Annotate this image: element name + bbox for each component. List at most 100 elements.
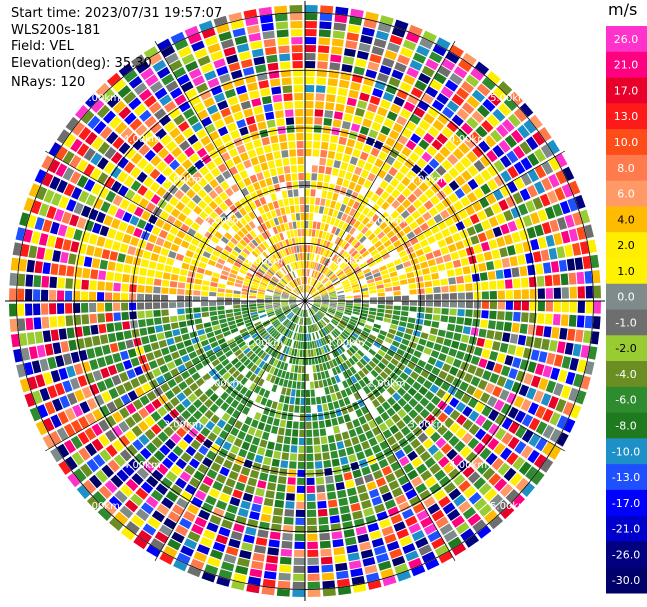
- velocity-cell: [180, 183, 191, 194]
- velocity-cell: [287, 189, 293, 198]
- velocity-cell: [282, 85, 293, 94]
- velocity-cell: [406, 231, 416, 240]
- velocity-cell: [485, 452, 498, 466]
- velocity-cell: [193, 451, 205, 462]
- velocity-cell: [241, 291, 249, 295]
- velocity-cell: [9, 303, 17, 317]
- velocity-cell: [301, 317, 304, 325]
- velocity-cells: [9, 5, 601, 597]
- velocity-cell: [189, 382, 199, 392]
- velocity-cell: [572, 212, 583, 226]
- velocity-cell: [281, 387, 287, 395]
- velocity-cell: [155, 237, 165, 247]
- velocity-cell: [279, 232, 285, 241]
- velocity-cell: [180, 195, 191, 205]
- velocity-cell: [322, 126, 331, 134]
- velocity-cell: [156, 418, 168, 430]
- velocity-cell: [205, 123, 216, 134]
- velocity-cell: [287, 255, 292, 263]
- velocity-cell: [375, 257, 383, 264]
- velocity-cell: [344, 327, 352, 334]
- velocity-cell: [266, 289, 274, 293]
- velocity-cell: [282, 277, 289, 284]
- velocity-cell: [270, 279, 278, 285]
- velocity-cell: [403, 333, 412, 341]
- velocity-cell: [170, 484, 183, 496]
- velocity-cell: [266, 271, 273, 277]
- velocity-cell: [362, 268, 371, 274]
- velocity-cell: [472, 145, 484, 158]
- velocity-cell: [489, 494, 503, 508]
- velocity-cell: [582, 255, 592, 269]
- velocity-cell: [533, 454, 547, 469]
- velocity-cell: [452, 259, 462, 268]
- velocity-cell: [279, 53, 291, 62]
- velocity-cell: [169, 226, 179, 236]
- velocity-cell: [237, 254, 246, 262]
- velocity-cell: [250, 284, 259, 289]
- velocity-cell: [311, 165, 318, 173]
- velocity-cell: [452, 232, 462, 242]
- velocity-cell: [424, 363, 434, 372]
- velocity-cell: [350, 238, 358, 247]
- velocity-cell: [60, 251, 69, 264]
- velocity-cell: [308, 261, 311, 269]
- velocity-cell: [335, 202, 342, 211]
- velocity-cell: [345, 387, 353, 396]
- velocity-cell: [119, 243, 129, 254]
- velocity-cell: [241, 301, 249, 305]
- velocity-cell: [140, 230, 150, 241]
- velocity-cell: [396, 419, 406, 430]
- velocity-cell: [384, 337, 393, 344]
- velocity-cell: [412, 242, 422, 251]
- velocity-cell: [321, 133, 330, 142]
- velocity-cell: [241, 304, 249, 308]
- velocity-cell: [197, 177, 208, 188]
- velocity-cell: [386, 244, 395, 252]
- velocity-cell: [414, 269, 423, 277]
- velocity-cell: [174, 335, 183, 343]
- velocity-cell: [138, 144, 151, 156]
- velocity-cell: [197, 189, 207, 199]
- velocity-cell: [281, 370, 287, 379]
- velocity-cell: [345, 105, 355, 115]
- velocity-cell: [273, 302, 281, 305]
- velocity-cell: [447, 323, 456, 332]
- velocity-cell: [418, 182, 429, 193]
- velocity-cell: [277, 126, 286, 135]
- velocity-cell: [477, 525, 492, 539]
- velocity-cell: [126, 132, 139, 146]
- velocity-cell: [534, 148, 547, 163]
- velocity-cell: [402, 543, 416, 554]
- velocity-cell: [346, 378, 353, 387]
- velocity-cell: [333, 255, 340, 263]
- velocity-cell: [417, 205, 428, 215]
- velocity-cell: [114, 511, 129, 525]
- velocity-cell: [371, 379, 380, 388]
- velocity-cell: [383, 367, 392, 376]
- velocity-cell: [476, 83, 491, 97]
- velocity-cell: [409, 301, 417, 306]
- velocity-cell: [201, 502, 214, 513]
- velocity-cell: [307, 325, 310, 333]
- velocity-cell: [273, 303, 281, 306]
- velocity-cell: [521, 312, 529, 323]
- velocity-cell: [410, 133, 421, 144]
- velocity-cell: [364, 340, 373, 348]
- velocity-cell: [334, 433, 343, 442]
- velocity-cell: [204, 388, 214, 398]
- velocity-cell: [170, 396, 180, 407]
- velocity-cell: [81, 386, 93, 399]
- velocity-cell: [225, 385, 234, 395]
- velocity-cell: [138, 354, 148, 365]
- velocity-cell: [499, 185, 511, 197]
- velocity-cell: [31, 231, 41, 245]
- velocity-cell: [138, 198, 149, 209]
- velocity-cell: [413, 350, 422, 358]
- velocity-cell: [352, 201, 361, 210]
- velocity-cell: [292, 356, 297, 365]
- velocity-cell: [306, 269, 308, 277]
- velocity-cell: [507, 406, 519, 419]
- velocity-cell: [458, 249, 467, 258]
- velocity-cell: [18, 333, 28, 347]
